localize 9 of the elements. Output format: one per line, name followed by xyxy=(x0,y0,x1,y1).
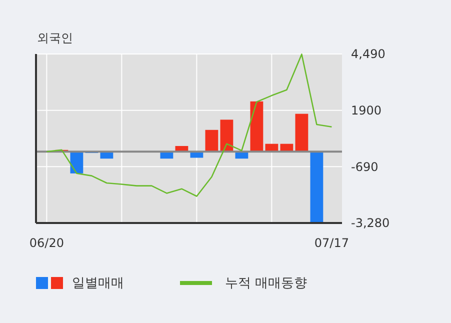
chart-title: 외국인 xyxy=(37,31,73,45)
legend-label: 누적 매매동향 xyxy=(225,276,308,291)
legend-label: 일별매매 xyxy=(72,276,124,291)
x-tick-label: 07/17 xyxy=(314,236,349,250)
y-tick-label: -3,280 xyxy=(351,216,390,230)
y-tick-label: 1900 xyxy=(351,104,382,118)
y-tick-label: 4,490 xyxy=(351,47,386,62)
x-tick-label: 06/20 xyxy=(29,236,64,250)
y-tick-label: -690 xyxy=(351,160,378,174)
